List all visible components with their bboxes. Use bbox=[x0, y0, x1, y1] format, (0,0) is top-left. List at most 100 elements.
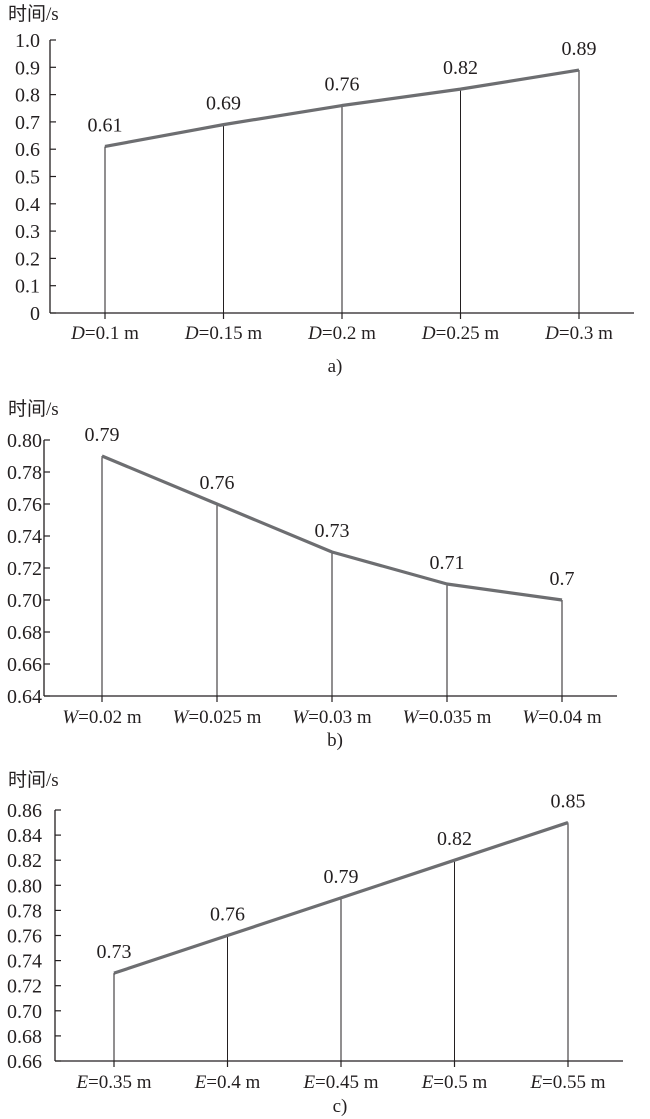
data-label: 0.71 bbox=[430, 552, 465, 574]
y-axis-title: 时间/s bbox=[8, 398, 59, 420]
y-tick-label: 0.9 bbox=[15, 57, 40, 79]
data-label: 0.76 bbox=[200, 472, 235, 494]
y-axis-title: 时间/s bbox=[8, 769, 59, 791]
x-var-name: W bbox=[292, 707, 310, 728]
data-label: 0.76 bbox=[210, 904, 245, 926]
y-axis-title: 时间/s bbox=[8, 3, 59, 25]
y-tick-label: 0.7 bbox=[15, 112, 40, 134]
y-tick-label: 0 bbox=[30, 303, 40, 325]
chart-a: 时间/s 0 0.1 0.2 0.3 0.4 0.5 0.6 0.7 0.8 0.9 1.0 D=0.1… bbox=[0, 0, 650, 380]
y-tick-label: 0.5 bbox=[15, 167, 40, 189]
x-tick-label: W=0.04 m bbox=[522, 707, 602, 728]
x-category-value: =0.1 m bbox=[85, 323, 139, 344]
x-category-value: =0.35 m bbox=[88, 1072, 152, 1093]
x-tick-label: E=0.35 m bbox=[75, 1072, 151, 1093]
y-tick-label: 0.80 bbox=[7, 875, 42, 897]
y-tick-label: 0.72 bbox=[7, 976, 42, 998]
data-label: 0.73 bbox=[315, 520, 350, 542]
data-label: 0.61 bbox=[88, 114, 123, 136]
data-label: 0.79 bbox=[85, 424, 120, 446]
x-category-value: =0.3 m bbox=[559, 323, 613, 344]
x-var-name: D bbox=[307, 323, 322, 344]
x-tick-label: D=0.3 m bbox=[544, 323, 613, 344]
y-tick-label: 0.82 bbox=[7, 850, 42, 872]
x-var-name: D bbox=[70, 323, 85, 344]
x-tick-label: D=0.15 m bbox=[184, 323, 262, 344]
x-tick-label: D=0.25 m bbox=[421, 323, 499, 344]
chart-svg: 时间/s 0.64 0.66 0.68 0.70 0.72 0.74 0.76 0.78 0.80… bbox=[7, 398, 617, 751]
chart-svg: 时间/s 0.66 0.68 0.70 0.72 0.74 0.76 0.78 0.80 0.82… bbox=[7, 769, 623, 1117]
y-tick-label: 0.70 bbox=[7, 1001, 42, 1023]
y-tick-label: 0.86 bbox=[7, 800, 42, 822]
x-var-name: E bbox=[75, 1072, 88, 1093]
x-category-value: =0.03 m bbox=[308, 707, 372, 728]
chart-svg: 时间/s00.10.20.30.40.50.60.70.80.91.0D=0.1… bbox=[8, 3, 634, 377]
data-label: 0.85 bbox=[551, 791, 586, 813]
x-category-value: =0.02 m bbox=[78, 707, 142, 728]
x-category-value: =0.45 m bbox=[315, 1072, 379, 1093]
x-tick-label: W=0.035 m bbox=[403, 707, 492, 728]
x-var-name: E bbox=[421, 1072, 434, 1093]
x-category-value: =0.025 m bbox=[188, 707, 261, 728]
y-tick-label: 0.68 bbox=[7, 1026, 42, 1048]
x-var-name: D bbox=[421, 323, 436, 344]
y-tick-label: 0.76 bbox=[7, 494, 42, 516]
x-tick-label: W=0.025 m bbox=[173, 707, 262, 728]
x-category-value: =0.25 m bbox=[436, 323, 500, 344]
x-var-name: E bbox=[302, 1072, 315, 1093]
x-tick-label: D=0.2 m bbox=[307, 323, 376, 344]
x-var-name: E bbox=[194, 1072, 207, 1093]
x-tick-label: E=0.5 m bbox=[421, 1072, 488, 1093]
x-tick-label: E=0.4 m bbox=[194, 1072, 261, 1093]
x-tick-label: E=0.45 m bbox=[302, 1072, 378, 1093]
y-tick-label: 0.76 bbox=[7, 926, 42, 948]
y-tick-label: 0.66 bbox=[7, 1051, 42, 1073]
y-tick-label: 0.78 bbox=[7, 900, 42, 922]
data-label: 0.89 bbox=[562, 38, 597, 60]
y-tick-label: 0.66 bbox=[7, 654, 42, 676]
x-var-name: W bbox=[403, 707, 421, 728]
x-var-name: D bbox=[544, 323, 559, 344]
y-tick-label: 0.4 bbox=[15, 194, 40, 216]
y-tick-label: 0.78 bbox=[7, 462, 42, 484]
data-label: 0.82 bbox=[437, 828, 472, 850]
x-category-value: =0.55 m bbox=[542, 1072, 606, 1093]
chart-caption: a) bbox=[328, 356, 343, 377]
y-tick-label: 0.74 bbox=[7, 951, 42, 973]
y-tick-label: 0.74 bbox=[7, 526, 42, 548]
data-label: 0.82 bbox=[443, 57, 478, 79]
data-label: 0.69 bbox=[206, 93, 241, 115]
y-tick-label: 0.80 bbox=[7, 430, 42, 452]
y-tick-label: 0.3 bbox=[15, 221, 40, 243]
data-label: 0.76 bbox=[325, 74, 360, 96]
x-category-value: =0.035 m bbox=[418, 707, 491, 728]
x-category-value: =0.04 m bbox=[538, 707, 602, 728]
x-var-name: E bbox=[529, 1072, 542, 1093]
x-tick-label: E=0.55 m bbox=[529, 1072, 605, 1093]
x-var-name: W bbox=[62, 707, 80, 728]
x-var-name: W bbox=[173, 707, 191, 728]
y-tick-label: 0.84 bbox=[7, 825, 42, 847]
y-tick-label: 0.1 bbox=[15, 276, 40, 298]
x-category-value: =0.4 m bbox=[206, 1072, 260, 1093]
chart-c: 时间/s 0.66 0.68 0.70 0.72 0.74 0.76 0.78 0.80 0.82… bbox=[0, 750, 650, 1119]
y-tick-label: 0.64 bbox=[7, 686, 42, 708]
x-category-value: =0.2 m bbox=[322, 323, 376, 344]
data-label: 0.7 bbox=[550, 568, 575, 590]
chart-caption: b) bbox=[327, 730, 343, 751]
y-tick-label: 0.72 bbox=[7, 558, 42, 580]
x-category-value: =0.5 m bbox=[433, 1072, 487, 1093]
x-tick-label: W=0.02 m bbox=[62, 707, 142, 728]
series-line bbox=[101, 454, 563, 602]
y-tick-label: 0.6 bbox=[15, 139, 40, 161]
y-tick-label: 0.68 bbox=[7, 622, 42, 644]
series-line bbox=[104, 68, 580, 149]
y-tick-label: 0.2 bbox=[15, 248, 40, 270]
series-line bbox=[113, 821, 569, 975]
chart-b: 时间/s 0.64 0.66 0.68 0.70 0.72 0.74 0.76 0.78 0.80… bbox=[0, 380, 650, 751]
x-var-name: W bbox=[522, 707, 540, 728]
chart-caption: c) bbox=[333, 1096, 348, 1117]
y-tick-label: 1.0 bbox=[15, 30, 40, 52]
x-var-name: D bbox=[184, 323, 199, 344]
data-label: 0.73 bbox=[97, 941, 132, 963]
